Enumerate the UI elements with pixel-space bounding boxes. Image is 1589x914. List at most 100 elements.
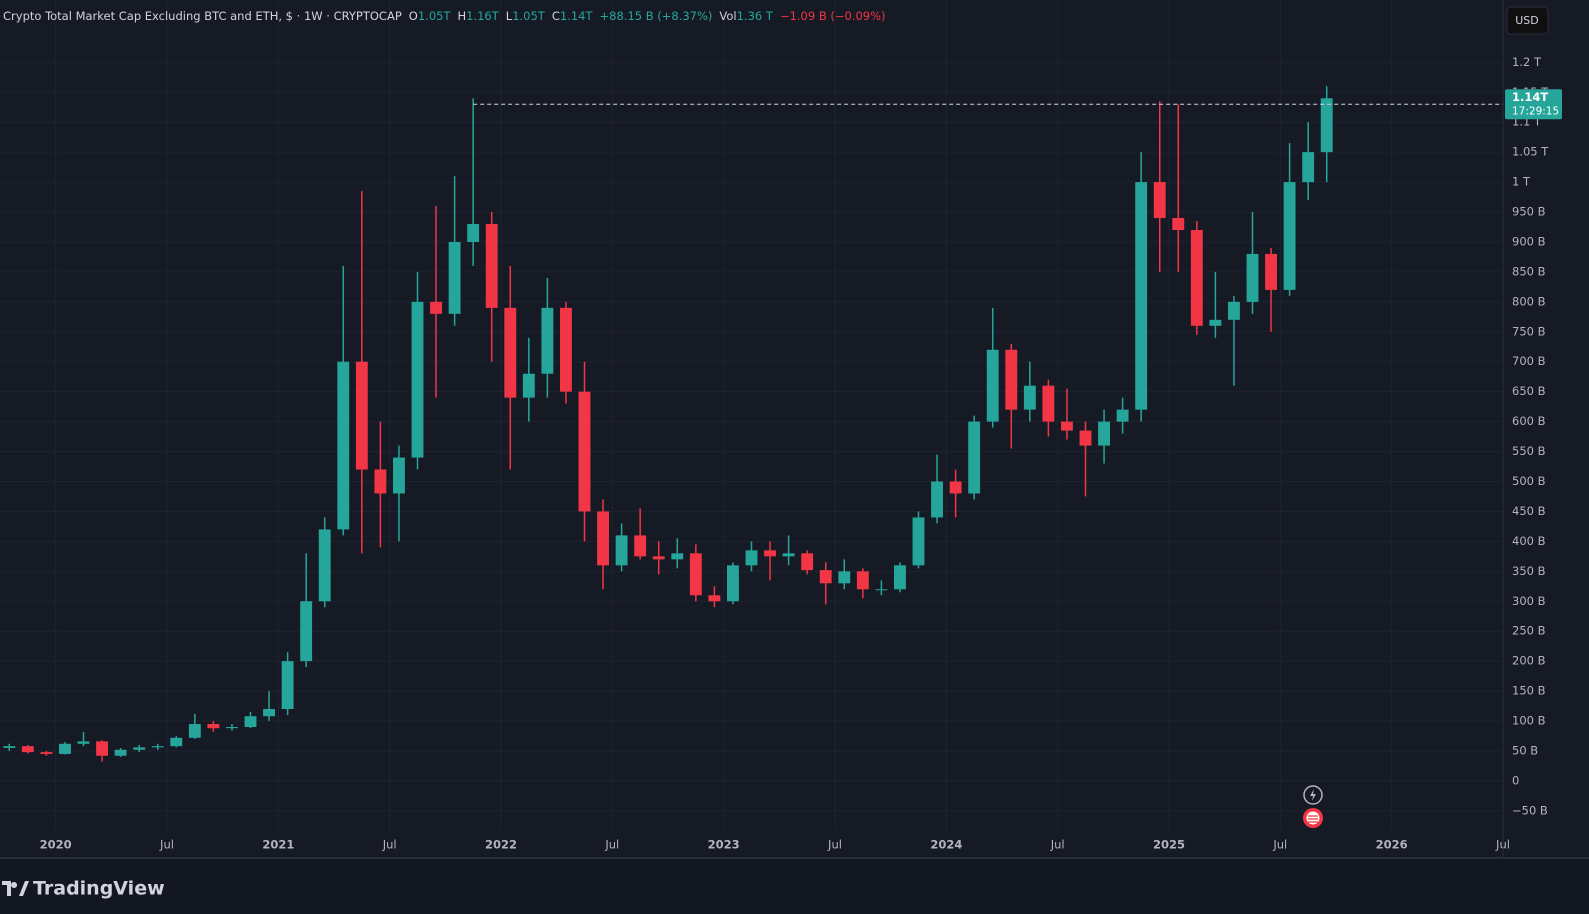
event-icon-glyph [1310,789,1316,801]
ohlc-item: C1.14T [552,9,593,23]
ohlc-value: 1.14T [559,9,593,23]
candle-body [875,589,888,591]
candle-body [430,301,442,314]
flag-icon [1306,811,1320,825]
y-tick-label: 550 B [1512,444,1546,458]
candle-body [114,749,127,756]
candle-body [281,661,294,710]
flag-stripes [1308,815,1318,823]
candle-body [337,361,350,530]
y-tick-label: 700 B [1512,354,1546,368]
candle-body [318,529,331,602]
ohlc-key: C [551,9,560,23]
candle-body [986,349,999,422]
candle-body [77,741,90,744]
candle-body [819,570,832,584]
y-tick-label: 0 [1512,773,1519,787]
y-tick-label: 900 B [1512,234,1546,248]
plot-area [3,86,1503,762]
candle-body [1246,253,1259,302]
candle-body [931,481,943,518]
y-tick-label: 1 T [1512,175,1531,189]
candle-body [615,535,628,566]
candle-body [560,307,572,392]
candle-body [1228,301,1240,320]
candle-body [226,727,238,729]
candle-body [968,421,981,494]
candle-body [1079,430,1092,446]
candle-body [1153,182,1166,219]
y-tick-label: −50 B [1512,803,1548,817]
candle-body [1190,230,1203,326]
logo-icon [2,881,29,896]
candle-body [522,373,535,398]
candle-body [244,716,257,728]
y-tick-label: 350 B [1512,564,1546,578]
candle-body [393,457,405,494]
candle-body [689,553,702,596]
event-icons[interactable] [1303,785,1323,828]
button-bg[interactable] [1506,6,1549,35]
symbol-title: Crypto Total Market Cap Excluding BTC an… [3,9,402,23]
symbol-legend: Crypto Total Market Cap Excluding BTC an… [3,9,886,23]
candle-body [40,752,53,754]
candle-body [912,517,925,566]
y-tick-label: 750 B [1512,324,1546,338]
candle-body [374,469,387,494]
candle-body [1098,421,1110,446]
candle-body [1116,409,1129,422]
change: +88.15 B (+8.37%) [599,9,713,23]
grid [0,0,1504,830]
candle-body [21,746,34,753]
y-tick-label: 800 B [1512,294,1546,308]
x-tick-label: Jul [159,838,174,852]
candle-body [411,301,424,458]
candle-body [838,571,851,584]
candle-body [1005,349,1018,410]
ohlc-values: O1.05T H1.16T L1.05T C1.14T [409,9,593,23]
candle-body [1023,385,1036,410]
x-tick-label: Jul [382,838,397,852]
candle-body [782,553,795,557]
y-tick-label: 1.05 T [1512,145,1549,159]
x-tick-label: 2022 [485,838,517,852]
volume-change: −1.09 B (−0.09%) [779,9,886,23]
candle-body [467,224,480,242]
last-price-box [1505,89,1562,120]
volume: 1.36 T [736,9,773,23]
candle-body [764,550,776,557]
x-tick-label: 2020 [40,838,72,852]
ohlc-key: L [505,9,513,23]
volume-key: Vol [719,9,737,23]
x-tick-label: Jul [827,838,842,852]
candle-body [207,724,220,729]
y-tick-label: 450 B [1512,504,1546,518]
candle-body [1135,182,1148,410]
countdown: 17:29:15 [1512,105,1559,117]
candle-body [1042,385,1055,422]
x-tick-label: Jul [1272,838,1287,852]
candle-body [59,743,71,754]
candle-body [1061,421,1073,431]
y-tick-label: 200 B [1512,654,1546,668]
x-tick-label: Jul [604,838,619,852]
ohlc-item: H1.16T [457,9,498,23]
candle-body [151,746,164,748]
currency-button[interactable]: USD [1506,6,1549,35]
last-price-label: 1.14T [1512,90,1548,104]
candle-body [263,709,275,717]
candle-body [300,601,313,662]
brand-logo: TradingView [2,878,165,900]
candle-body [727,565,739,602]
y-tick-label: 250 B [1512,624,1546,638]
candle-body [708,595,721,602]
y-tick-label: 1.2 T [1512,55,1542,69]
button-label[interactable]: USD [1515,14,1539,27]
y-tick-label: 150 B [1512,684,1546,698]
candle-body [170,737,183,747]
axes: −50 B 0 50 B 100 B 150 B 200 B 250 B 300 B 350 B… [40,55,1562,852]
candle-body [3,746,16,748]
candle-body [671,553,684,560]
